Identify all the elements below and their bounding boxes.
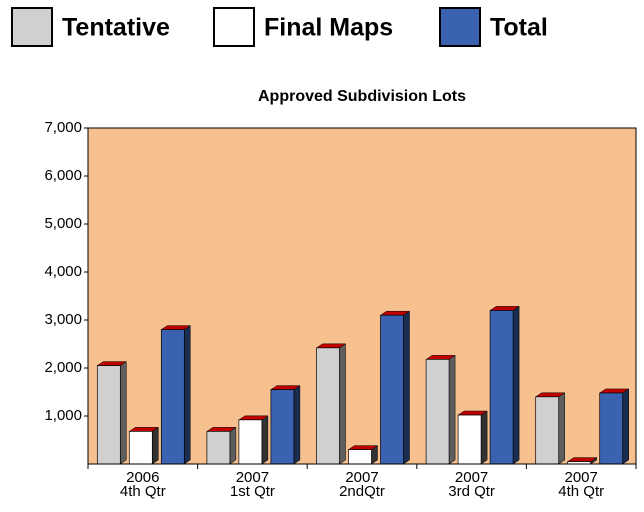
bar-side bbox=[120, 361, 127, 465]
x-tick-label: 4th Qtr bbox=[120, 483, 166, 500]
y-tick-label: 5,000 bbox=[44, 215, 82, 232]
bar bbox=[206, 431, 231, 465]
x-tick-label: 2007 bbox=[345, 469, 378, 486]
bar-side bbox=[558, 392, 565, 465]
y-tick-label: 4,000 bbox=[44, 263, 82, 280]
bar-side bbox=[261, 415, 269, 465]
bar-side bbox=[448, 354, 456, 465]
bar-side bbox=[184, 325, 191, 465]
x-tick-label: 2ndQtr bbox=[339, 483, 385, 500]
bar bbox=[599, 392, 624, 465]
bar-side bbox=[339, 343, 346, 465]
bar bbox=[457, 414, 482, 465]
legend-label: Total bbox=[490, 14, 548, 42]
bar-side bbox=[622, 388, 629, 465]
legend-label: Final Maps bbox=[264, 14, 393, 42]
chart-title: Approved Subdivision Lots bbox=[258, 88, 466, 105]
legend-swatch bbox=[213, 7, 255, 47]
y-tick-label: 1,000 bbox=[44, 407, 82, 424]
bar-side bbox=[403, 310, 410, 465]
x-tick-label: 2007 bbox=[565, 469, 598, 486]
bar bbox=[270, 389, 295, 465]
bar-side bbox=[152, 426, 159, 465]
x-tick-label: 2006 bbox=[126, 469, 159, 486]
y-tick-label: 7,000 bbox=[44, 119, 82, 136]
y-tick-label: 6,000 bbox=[44, 167, 82, 184]
bar bbox=[160, 329, 185, 465]
x-tick-label: 2007 bbox=[455, 469, 488, 486]
bar bbox=[96, 365, 121, 465]
x-tick-label: 2007 bbox=[236, 469, 269, 486]
bar bbox=[128, 431, 153, 465]
legend-swatch bbox=[439, 7, 481, 47]
bar bbox=[238, 419, 263, 465]
x-tick-label: 1st Qtr bbox=[230, 483, 275, 500]
legend-label: Tentative bbox=[62, 14, 170, 42]
y-tick-label: 3,000 bbox=[44, 311, 82, 328]
legend-swatch bbox=[11, 7, 53, 47]
bar-side bbox=[229, 426, 237, 465]
bar bbox=[425, 359, 450, 465]
x-tick-label: 4th Qtr bbox=[558, 483, 604, 500]
bar bbox=[316, 347, 340, 465]
bar bbox=[489, 310, 514, 465]
bar-side bbox=[480, 410, 488, 465]
x-tick-label: 3rd Qtr bbox=[448, 483, 495, 500]
bar-side bbox=[512, 305, 520, 465]
y-tick-label: 2,000 bbox=[44, 359, 82, 376]
bar bbox=[348, 449, 372, 465]
bar-side bbox=[293, 385, 301, 465]
bar bbox=[380, 314, 404, 465]
bar bbox=[535, 396, 560, 465]
